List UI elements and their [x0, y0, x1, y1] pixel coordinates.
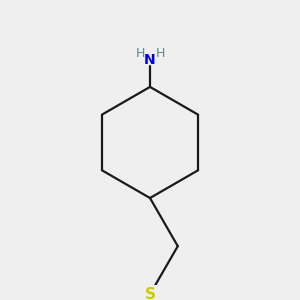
Text: S: S	[145, 287, 155, 300]
Text: N: N	[144, 53, 156, 67]
Text: H: H	[135, 47, 145, 60]
Text: H: H	[155, 47, 165, 60]
